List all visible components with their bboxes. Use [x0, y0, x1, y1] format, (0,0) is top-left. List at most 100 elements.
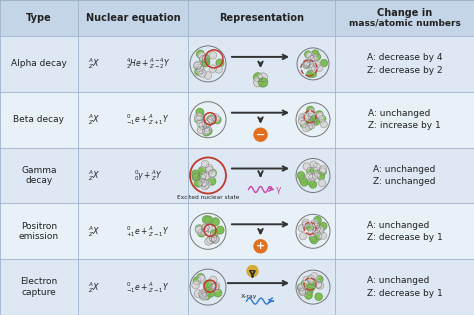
Circle shape — [310, 161, 317, 168]
Circle shape — [299, 287, 306, 294]
Circle shape — [303, 61, 310, 67]
Circle shape — [213, 116, 221, 123]
Circle shape — [199, 122, 207, 129]
Text: A: unchanged
Z: decrease by 1: A: unchanged Z: decrease by 1 — [366, 220, 442, 242]
Circle shape — [194, 62, 201, 70]
Circle shape — [201, 160, 209, 168]
Circle shape — [214, 289, 222, 297]
Circle shape — [194, 179, 202, 187]
Circle shape — [205, 238, 212, 245]
Circle shape — [301, 280, 309, 287]
Text: X-ray: X-ray — [240, 294, 257, 299]
Circle shape — [307, 71, 314, 77]
Circle shape — [258, 78, 267, 87]
Circle shape — [212, 282, 220, 290]
Circle shape — [199, 53, 206, 60]
Text: Nuclear equation: Nuclear equation — [86, 13, 180, 23]
Text: A: unchanged
Z: unchanged: A: unchanged Z: unchanged — [373, 165, 436, 186]
Circle shape — [195, 226, 203, 234]
Circle shape — [315, 281, 322, 288]
Circle shape — [197, 113, 204, 120]
Circle shape — [204, 119, 212, 126]
Circle shape — [315, 293, 322, 300]
Circle shape — [313, 163, 320, 170]
Circle shape — [305, 123, 312, 130]
Circle shape — [309, 278, 316, 285]
Circle shape — [306, 288, 313, 295]
Text: −: − — [256, 130, 265, 140]
Circle shape — [211, 283, 219, 290]
Circle shape — [298, 117, 305, 124]
Circle shape — [202, 126, 210, 134]
Text: Representation: Representation — [219, 13, 304, 23]
Circle shape — [201, 227, 209, 235]
Circle shape — [307, 167, 314, 174]
Circle shape — [199, 290, 206, 297]
Circle shape — [304, 60, 311, 67]
Circle shape — [310, 181, 317, 188]
Text: $^A_ZX$: $^A_ZX$ — [88, 224, 100, 239]
Circle shape — [314, 54, 320, 60]
Circle shape — [307, 61, 313, 68]
Circle shape — [311, 272, 318, 280]
Circle shape — [305, 292, 312, 299]
Circle shape — [317, 225, 324, 232]
Text: Type: Type — [26, 13, 52, 23]
Circle shape — [318, 173, 325, 180]
Circle shape — [202, 289, 210, 296]
Circle shape — [319, 222, 327, 230]
Circle shape — [196, 64, 204, 72]
FancyBboxPatch shape — [0, 259, 474, 315]
Circle shape — [307, 53, 313, 60]
FancyBboxPatch shape — [0, 92, 474, 148]
Circle shape — [310, 70, 316, 77]
Circle shape — [314, 217, 321, 224]
Circle shape — [201, 179, 208, 186]
Circle shape — [199, 171, 206, 179]
Circle shape — [312, 172, 319, 179]
Circle shape — [196, 109, 204, 116]
Circle shape — [215, 66, 222, 73]
Circle shape — [307, 106, 314, 114]
Circle shape — [313, 225, 320, 232]
Circle shape — [198, 276, 206, 283]
Circle shape — [200, 55, 207, 63]
Text: $^A_ZX$: $^A_ZX$ — [88, 168, 100, 183]
FancyBboxPatch shape — [0, 36, 474, 92]
Circle shape — [208, 116, 215, 124]
Circle shape — [210, 235, 217, 243]
Circle shape — [216, 59, 224, 67]
Circle shape — [254, 78, 263, 87]
Circle shape — [247, 266, 258, 277]
Circle shape — [254, 128, 267, 141]
Circle shape — [299, 289, 306, 296]
Circle shape — [202, 59, 210, 66]
Text: $^0_0\gamma + ^A_ZY$: $^0_0\gamma + ^A_ZY$ — [134, 168, 163, 183]
Circle shape — [319, 166, 327, 173]
Circle shape — [202, 216, 210, 223]
Text: Beta decay: Beta decay — [13, 115, 64, 124]
Circle shape — [205, 224, 212, 232]
Circle shape — [210, 276, 217, 284]
Circle shape — [202, 54, 210, 62]
Circle shape — [194, 113, 202, 121]
Circle shape — [208, 177, 216, 185]
Text: A: unchanged
Z: increase by 1: A: unchanged Z: increase by 1 — [368, 109, 441, 130]
Circle shape — [308, 55, 315, 62]
Circle shape — [310, 234, 317, 242]
Circle shape — [197, 50, 204, 58]
Circle shape — [310, 117, 317, 124]
Circle shape — [206, 117, 213, 125]
Circle shape — [299, 114, 306, 121]
Circle shape — [317, 227, 324, 234]
Circle shape — [202, 55, 210, 63]
Circle shape — [308, 122, 315, 129]
Circle shape — [306, 223, 313, 231]
Text: Alpha decay: Alpha decay — [11, 60, 67, 68]
Circle shape — [312, 227, 319, 235]
Circle shape — [311, 66, 318, 72]
Circle shape — [202, 120, 210, 128]
Text: Electron
capture: Electron capture — [20, 278, 58, 297]
Circle shape — [211, 235, 219, 243]
Circle shape — [303, 62, 310, 68]
